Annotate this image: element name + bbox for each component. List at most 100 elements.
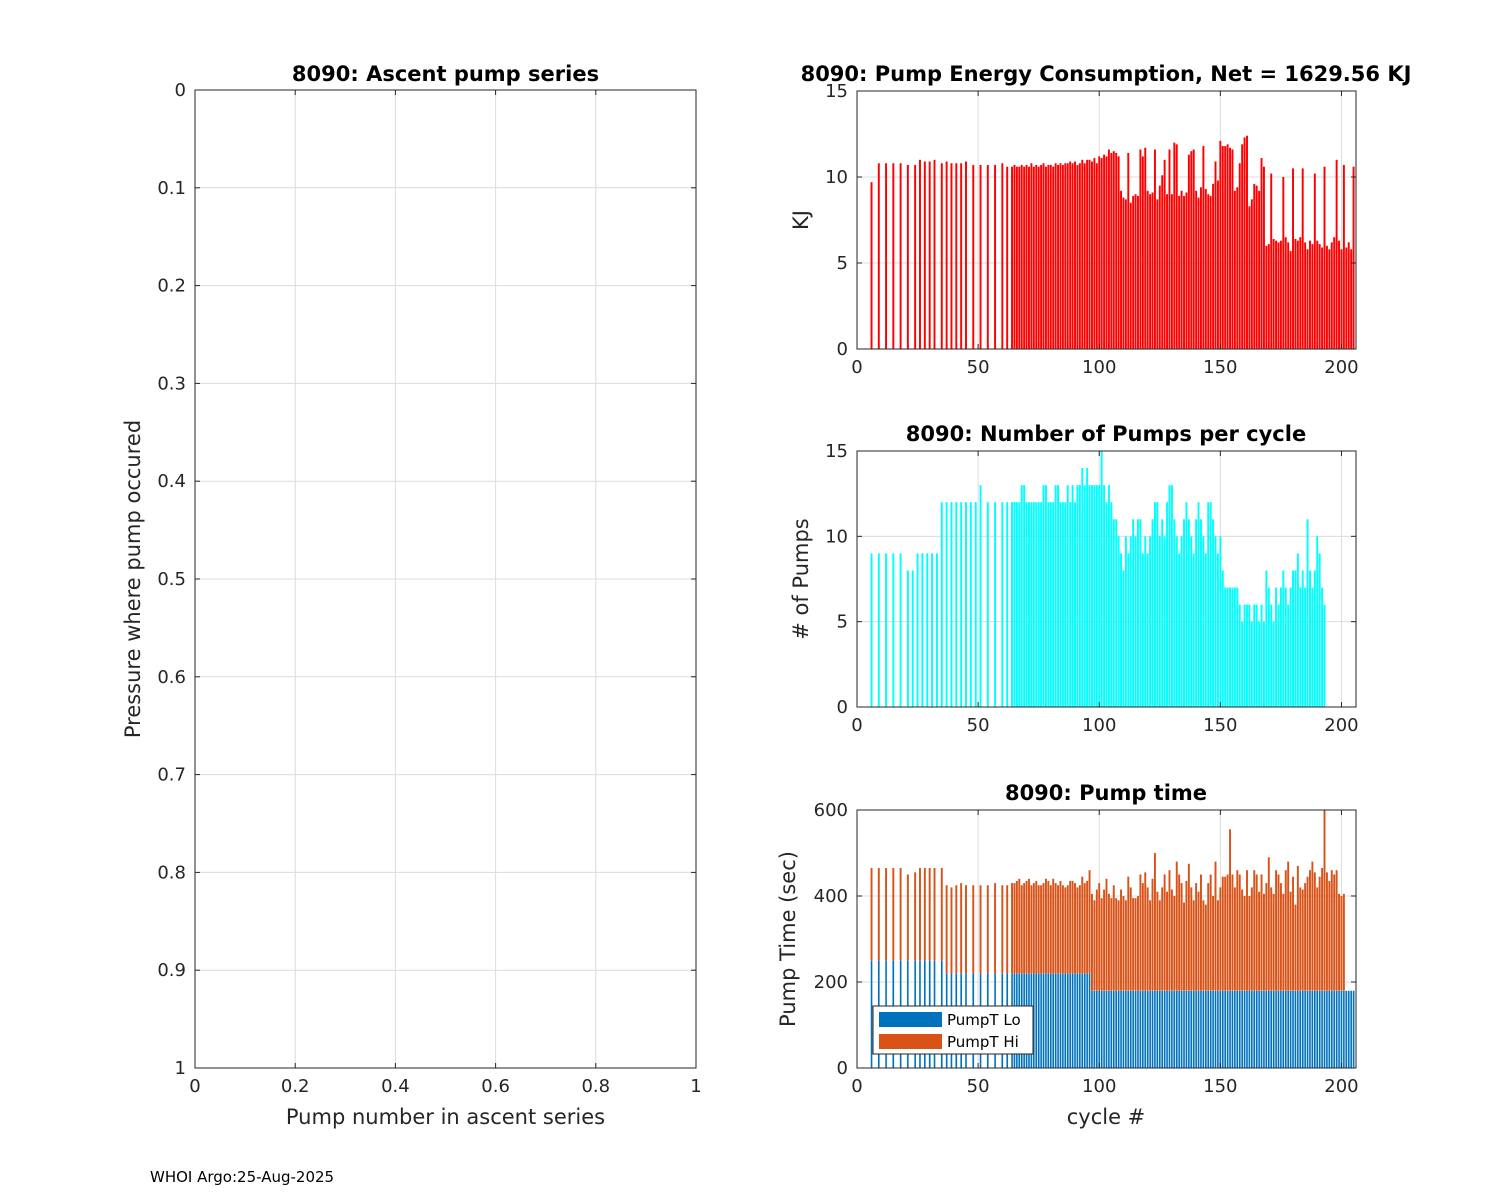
pumpt-lo-bar — [870, 960, 873, 1069]
pumpt-lo-bar — [1064, 973, 1067, 1069]
energy-bar — [1197, 197, 1200, 349]
pumpt-hi-bar — [1231, 874, 1234, 991]
pumps-bar — [1173, 519, 1176, 707]
pumpt-hi-bar — [1098, 883, 1101, 991]
energy-bar — [870, 182, 873, 349]
pumps-bar — [1238, 604, 1241, 707]
pumpt-hi-bar — [1086, 880, 1089, 974]
pumpt-lo-bar — [1141, 990, 1144, 1069]
pumps-bar — [1233, 587, 1236, 707]
x-tick-label: 1 — [690, 1076, 701, 1097]
pumps-bar — [1224, 587, 1227, 707]
pumpt-lo-bar — [1323, 990, 1326, 1069]
pumpt-hi-bar — [1134, 898, 1137, 991]
pumpt-lo-bar — [1110, 990, 1113, 1069]
pumpt-hi-bar — [1146, 887, 1149, 991]
pumps-bar — [1175, 536, 1178, 707]
energy-bar — [1292, 168, 1294, 349]
pumpt-hi-bar — [1233, 887, 1236, 991]
pumpt-lo-bar — [1069, 973, 1072, 1069]
pumps-bar — [960, 502, 963, 707]
pumps-bar — [1209, 502, 1212, 707]
pumps-bar — [1100, 451, 1103, 707]
energy-bar — [1216, 180, 1219, 349]
pumps-bar — [1076, 485, 1079, 707]
energy-bar — [1352, 166, 1355, 349]
pumps-bar — [1316, 536, 1319, 707]
energy-bar — [928, 161, 931, 349]
pumpt-lo-bar — [1139, 990, 1142, 1069]
x-tick-label: 100 — [1082, 715, 1116, 736]
x-tick-label: 100 — [1082, 1076, 1116, 1097]
x-tick-label: 0 — [189, 1076, 200, 1097]
pumpt-hi-bar — [1110, 898, 1113, 991]
energy-bar — [1069, 161, 1072, 349]
pumpt-hi-bar — [1117, 900, 1120, 991]
pumpt-lo-bar — [1299, 990, 1302, 1069]
energy-bar — [1028, 166, 1030, 349]
pumps-ticks: 0 50 100 150 200 0 5 10 15 — [825, 441, 1359, 736]
pumpt-lo-bar — [1253, 990, 1256, 1069]
pumps-bar — [1166, 502, 1169, 707]
pumps-bar — [1040, 502, 1043, 707]
pumpt-hi-bar — [1083, 883, 1086, 974]
energy-bar — [1083, 163, 1086, 349]
pumpt-hi-bar — [1260, 874, 1263, 991]
pumps-bar — [1236, 587, 1239, 707]
pumps-bar — [1289, 587, 1292, 707]
pumpt-lo-bar — [1105, 990, 1108, 1069]
x-tick-label: 200 — [1324, 357, 1358, 378]
pumps-bar — [1086, 468, 1089, 707]
pumps-bar — [965, 502, 967, 707]
pumps-bar — [1284, 587, 1287, 707]
pumpt-hi-bar — [914, 872, 917, 961]
energy-bar — [1190, 151, 1193, 349]
pumpt-hi-bar — [1069, 880, 1072, 974]
pumpt-hi-bar — [1325, 872, 1328, 991]
pumps-bar — [885, 553, 888, 707]
energy-bar — [1163, 159, 1166, 349]
energy-bar — [1090, 161, 1093, 349]
pumpt-lo-bar — [1311, 990, 1314, 1069]
energy-bar — [1023, 166, 1026, 349]
energy-bar — [1134, 194, 1137, 349]
pumpt-hi-bar — [1052, 878, 1055, 974]
energy-bar — [1059, 163, 1062, 349]
pumpt-lo-bar — [1054, 973, 1057, 1069]
pumps-plot-panel: 0 50 100 150 200 0 5 10 15 8090: Number of Pumps… — [789, 422, 1359, 736]
pumps-bar — [1192, 553, 1195, 707]
pumpt-lo-bar — [1352, 990, 1355, 1069]
pumps-bar — [1110, 502, 1113, 707]
y-tick-label: 0 — [837, 697, 848, 718]
pumpt-lo-bar — [1272, 990, 1275, 1069]
energy-bar — [955, 163, 958, 349]
energy-bar — [1267, 244, 1270, 349]
energy-bar — [1042, 163, 1045, 349]
pumpt-hi-bar — [1185, 880, 1188, 991]
pumpt-lo-bar — [1231, 990, 1234, 1069]
energy-bar — [1318, 244, 1321, 349]
pumps-bar — [1066, 485, 1069, 707]
pumpt-lo-bar — [1061, 973, 1065, 1069]
pumpt-lo-bar — [1320, 990, 1324, 1069]
pumpt-lo-bar — [1047, 973, 1050, 1069]
energy-bar — [1212, 183, 1215, 349]
energy-bar — [1340, 249, 1343, 349]
energy-bar — [1265, 245, 1268, 349]
pumpt-hi-bar — [1141, 883, 1144, 991]
pumpt-hi-bar — [1197, 891, 1200, 991]
pumps-bar — [1158, 536, 1161, 707]
pumpt-hi-bar — [1015, 880, 1018, 974]
energy-bar — [1333, 237, 1336, 349]
pumpt-hi-bar — [1221, 876, 1224, 991]
pumpt-lo-bar — [1129, 990, 1132, 1069]
pumpt-lo-bar — [1211, 990, 1215, 1069]
pumps-bar — [1287, 604, 1290, 707]
pumpt-lo-bar — [1345, 990, 1348, 1069]
pumpt-lo-bar — [1233, 990, 1237, 1069]
pumpt-hi-bar — [1306, 876, 1309, 991]
pumpt-lo-bar — [1224, 990, 1227, 1069]
pumpt-lo-bar — [1039, 973, 1043, 1069]
energy-bar — [1117, 156, 1120, 349]
pumps-bar — [1006, 502, 1009, 707]
